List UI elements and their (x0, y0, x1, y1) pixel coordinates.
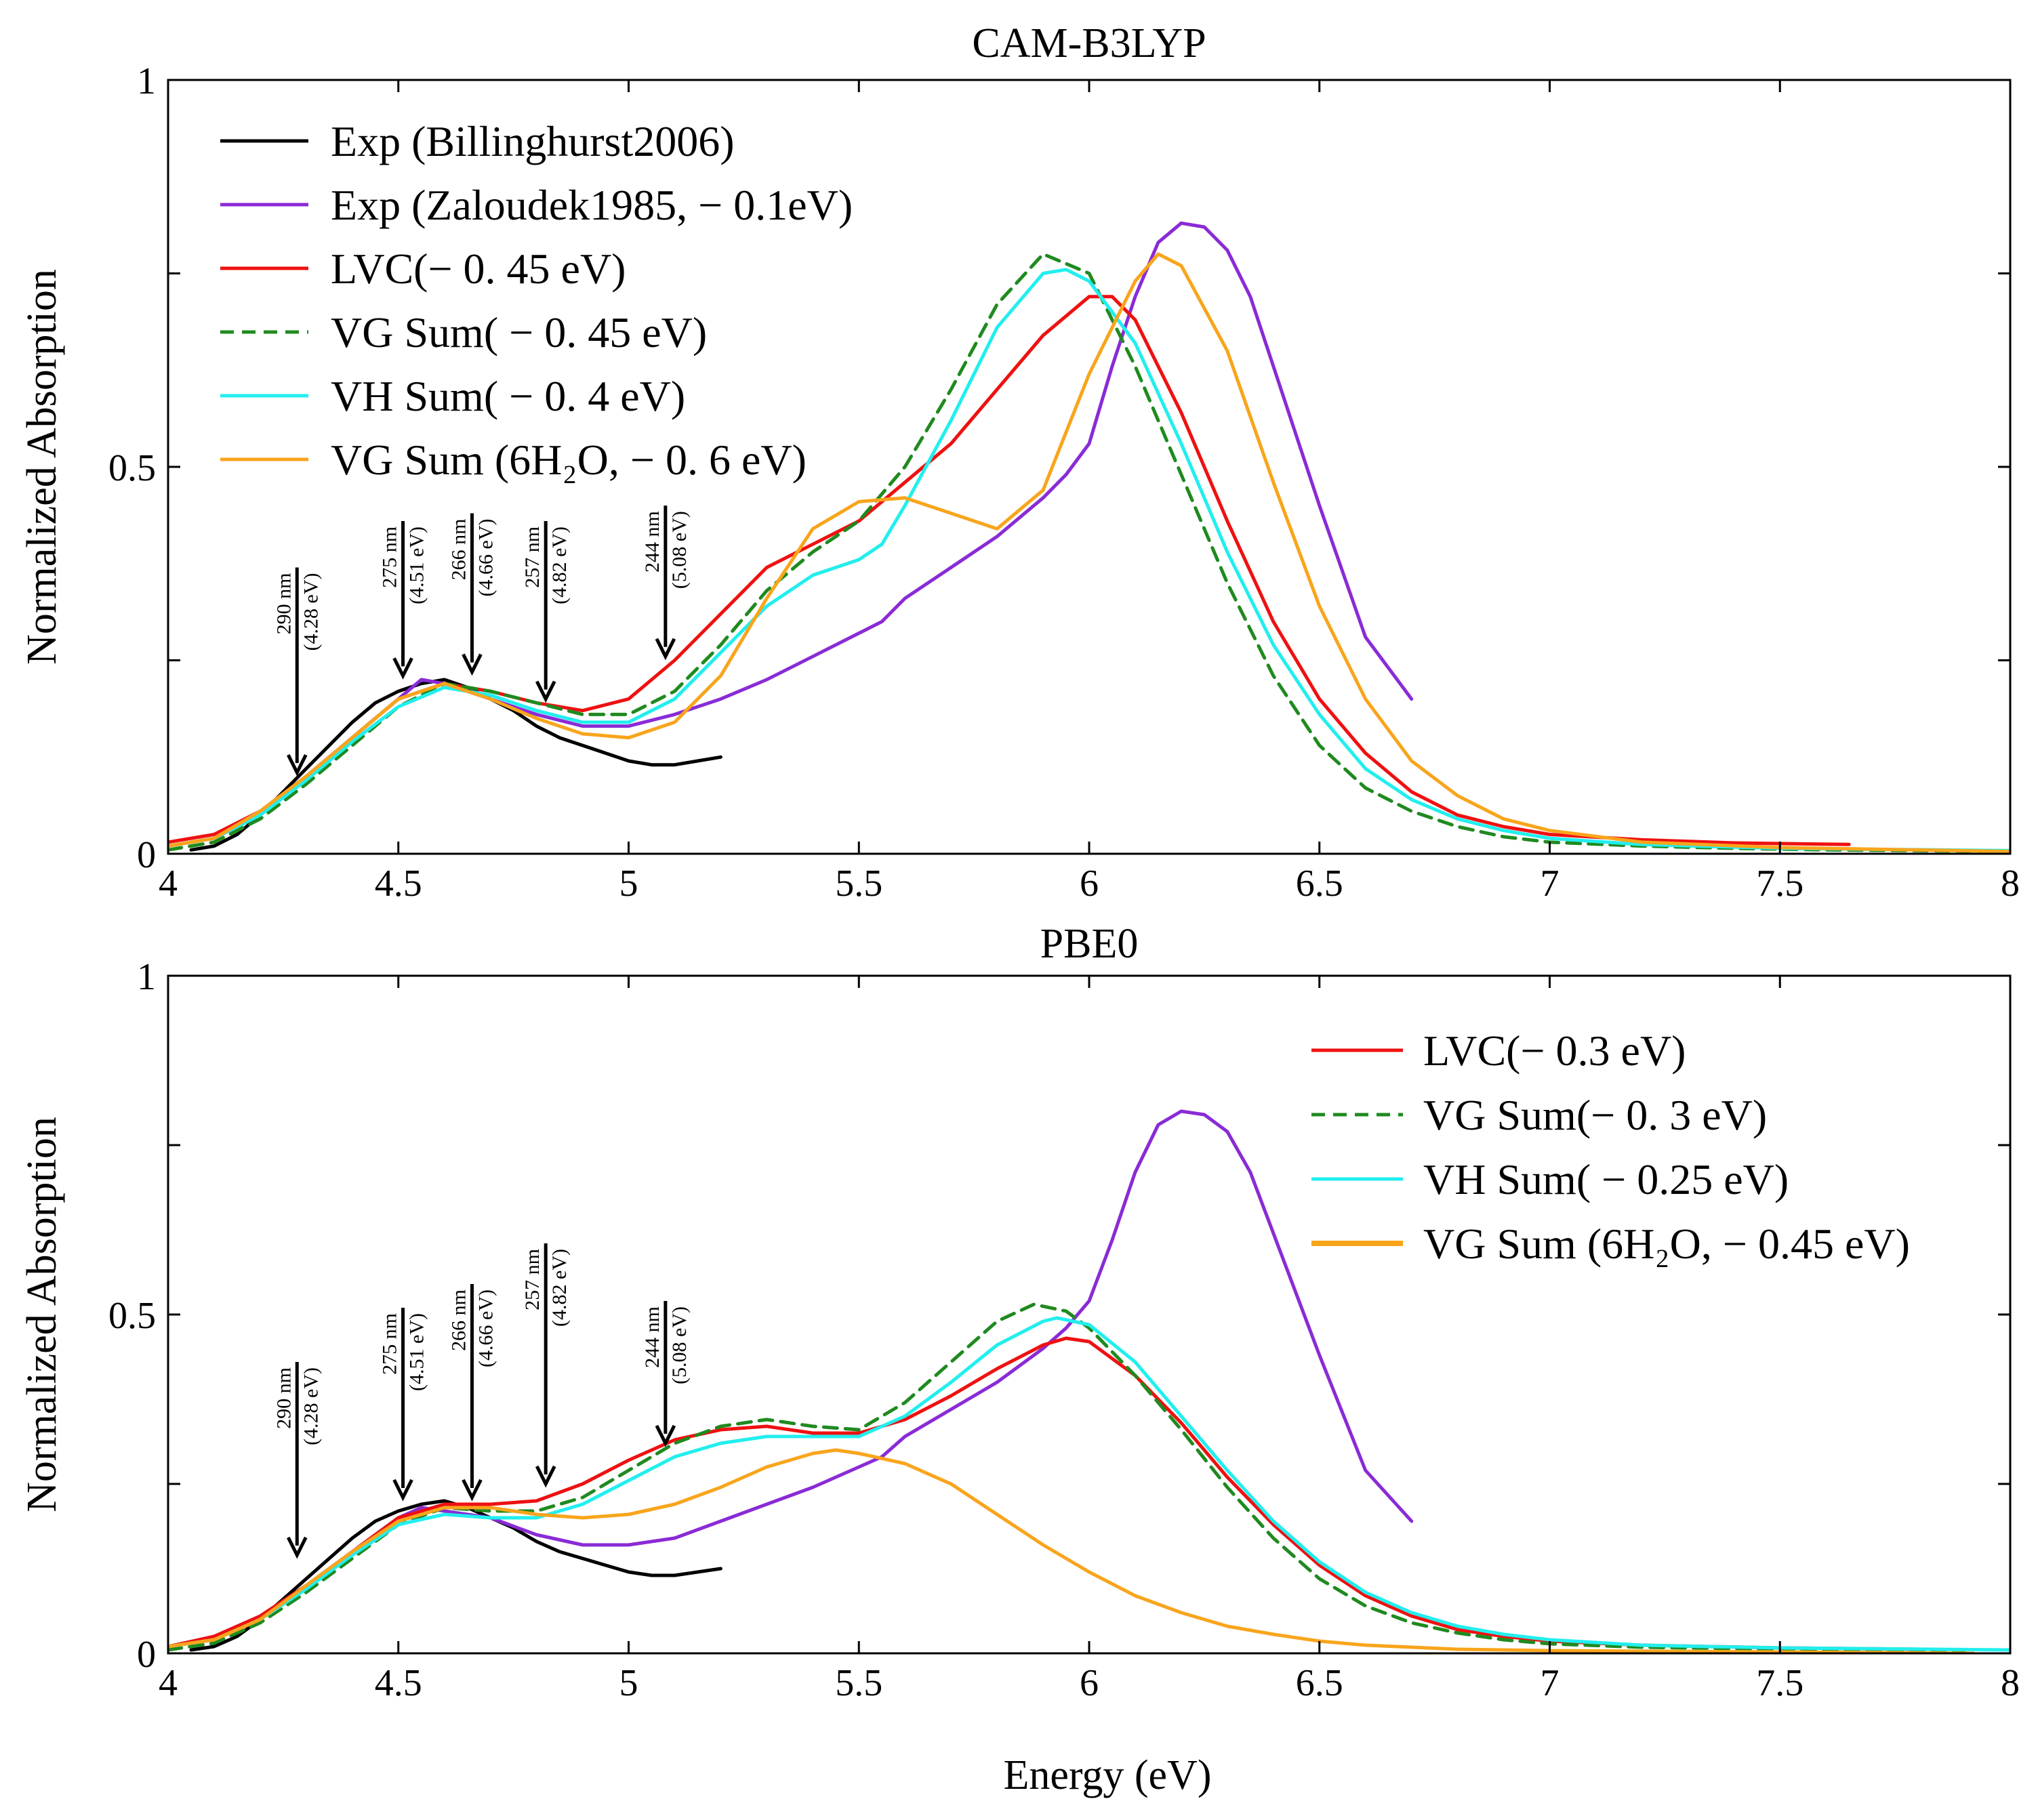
x-tick-label: 5 (619, 1662, 638, 1704)
marker-ev-label: (4.28 eV) (300, 573, 322, 650)
legend-label: VG Sum (6H₂O, − 0.45 eV) (1423, 1220, 1910, 1268)
panel-1: CAM-B3LYP 4 4.5 5 5.5 6 6.5 7 7.5 8 0 0.5 1 Normalize… (19, 20, 2020, 905)
marker-arrow-head-icon (462, 1478, 483, 1502)
legend-label: VH Sum( − 0. 4 eV) (331, 372, 685, 420)
legend-label: Exp (Zaloudek1985, − 0.1eV) (331, 181, 853, 229)
x-tick-label: 7 (1541, 1662, 1560, 1704)
legend-label: VG Sum( − 0. 45 eV) (331, 308, 707, 356)
marker-arrow-head-icon (392, 657, 413, 680)
x-tick-label: 6 (1080, 863, 1099, 905)
marker-ev-label: (5.08 eV) (668, 511, 691, 589)
marker-ev-label: (4.51 eV) (406, 1313, 428, 1391)
legend-label: Exp (Billinghurst2006) (331, 117, 735, 165)
y-tick-label: 1 (137, 956, 156, 998)
legend-label: VG Sum (6H₂O, − 0. 6 eV) (331, 436, 807, 484)
y-tick-label: 0.5 (108, 1295, 156, 1337)
x-tick-label: 8 (2001, 863, 2020, 905)
series-vg-sum-6h2o (168, 252, 2010, 854)
marker-nm-label: 244 nm (641, 511, 664, 573)
legend-label: LVC(− 0. 45 eV) (331, 245, 626, 293)
marker-arrow-head-icon (462, 653, 483, 676)
marker-nm-label: 257 nm (521, 1249, 544, 1310)
wavelength-marker: 244 nm (5.08 eV) (641, 1301, 691, 1447)
marker-nm-label: 275 nm (379, 1313, 401, 1375)
x-tick-label: 8 (2001, 1662, 2020, 1704)
marker-ev-label: (4.66 eV) (474, 1289, 497, 1367)
marker-nm-label: 290 nm (272, 573, 295, 634)
y-axis-label: Normalized Absorption (19, 269, 65, 665)
x-tick-label: 6 (1080, 1662, 1099, 1704)
series-vg-sum (168, 1302, 1966, 1653)
wavelength-marker: 290 nm (4.28 eV) (272, 567, 322, 777)
legend: LVC(− 0.3 eV) VG Sum(− 0. 3 eV) VH Sum( − … (1311, 1027, 1910, 1268)
series-exp-zaloudek (168, 1109, 1414, 1649)
x-tick-label: 5.5 (835, 1662, 882, 1704)
y-axis-label: Normalized Absorption (19, 1117, 65, 1512)
x-tick-label: 5 (619, 863, 638, 905)
wavelength-marker: 257 nm (4.82 eV) (521, 1243, 571, 1488)
marker-nm-label: 290 nm (272, 1367, 295, 1429)
marker-nm-label: 257 nm (521, 526, 544, 588)
x-tick-label: 6.5 (1296, 863, 1343, 905)
x-tick-label: 7.5 (1756, 1662, 1803, 1704)
marker-nm-label: 244 nm (641, 1306, 664, 1368)
x-tick-label: 6.5 (1296, 1662, 1343, 1704)
x-tick-label: 4.5 (375, 863, 422, 905)
series-vg-sum (168, 252, 2010, 854)
wavelength-marker: 290 nm (4.28 eV) (272, 1362, 322, 1559)
wavelength-marker: 266 nm (4.66 eV) (447, 513, 497, 676)
legend-label: VG Sum(− 0. 3 eV) (1423, 1091, 1767, 1139)
y-tick-label: 1 (137, 60, 156, 102)
series-vh-sum (168, 1316, 2010, 1652)
x-tick-label: 5.5 (835, 863, 882, 905)
series-vh-sum (168, 268, 2010, 852)
y-tick-label: 0.5 (108, 447, 156, 489)
x-axis-label: Energy (eV) (1003, 1752, 1211, 1798)
marker-arrow-head-icon (287, 1536, 308, 1559)
wavelength-marker: 266 nm (4.66 eV) (447, 1284, 497, 1502)
marker-nm-label: 275 nm (379, 526, 401, 588)
wavelength-marker: 244 nm (5.08 eV) (641, 505, 691, 661)
series-exp-billinghurst (189, 678, 722, 852)
marker-arrow-head-icon (392, 1478, 413, 1502)
marker-arrow-head-icon (535, 680, 556, 703)
wavelength-marker: 275 nm (4.51 eV) (379, 520, 428, 680)
legend-label: LVC(− 0.3 eV) (1423, 1027, 1686, 1075)
marker-ev-label: (4.82 eV) (548, 1249, 571, 1327)
marker-arrow-head-icon (655, 1424, 676, 1447)
x-tick-label: 4.5 (375, 1662, 422, 1704)
chart-title: CAM-B3LYP (972, 20, 1206, 66)
marker-nm-label: 266 nm (447, 519, 470, 581)
marker-arrow-head-icon (287, 753, 308, 777)
wavelength-marker: 257 nm (4.82 eV) (521, 520, 571, 703)
legend-label: VH Sum( − 0.25 eV) (1423, 1155, 1789, 1203)
marker-nm-label: 266 nm (447, 1289, 470, 1351)
plot-frame (167, 974, 2012, 1655)
y-tick-label: 0 (137, 1634, 156, 1676)
marker-arrow-head-icon (535, 1465, 556, 1488)
y-tick-label: 0 (137, 834, 156, 876)
marker-ev-label: (4.51 eV) (406, 526, 428, 604)
chart-title: PBE0 (1040, 921, 1139, 967)
panel-2: PBE0 4 4.5 5 5.5 6 6.5 7 7.5 8 0 0.5 1 Normalized Abs… (19, 921, 2020, 1704)
marker-ev-label: (4.82 eV) (548, 526, 571, 604)
x-tick-label: 7 (1541, 863, 1560, 905)
series-exp-zaloudek (168, 221, 1414, 848)
marker-ev-label: (4.66 eV) (474, 519, 497, 597)
wavelength-marker: 275 nm (4.51 eV) (379, 1308, 428, 1502)
marker-ev-label: (4.28 eV) (300, 1367, 322, 1445)
marker-ev-label: (5.08 eV) (668, 1306, 691, 1384)
marker-arrow-head-icon (655, 638, 676, 661)
series-vg-sum-6h2o (168, 1448, 1976, 1653)
series-exp-billinghurst (189, 1499, 722, 1652)
x-tick-label: 7.5 (1756, 863, 1803, 905)
x-tick-label: 4 (159, 1662, 178, 1704)
x-tick-label: 4 (159, 863, 178, 905)
series-lvc (168, 1336, 1920, 1651)
legend: Exp (Billinghurst2006) Exp (Zaloudek1985,… (220, 117, 853, 484)
